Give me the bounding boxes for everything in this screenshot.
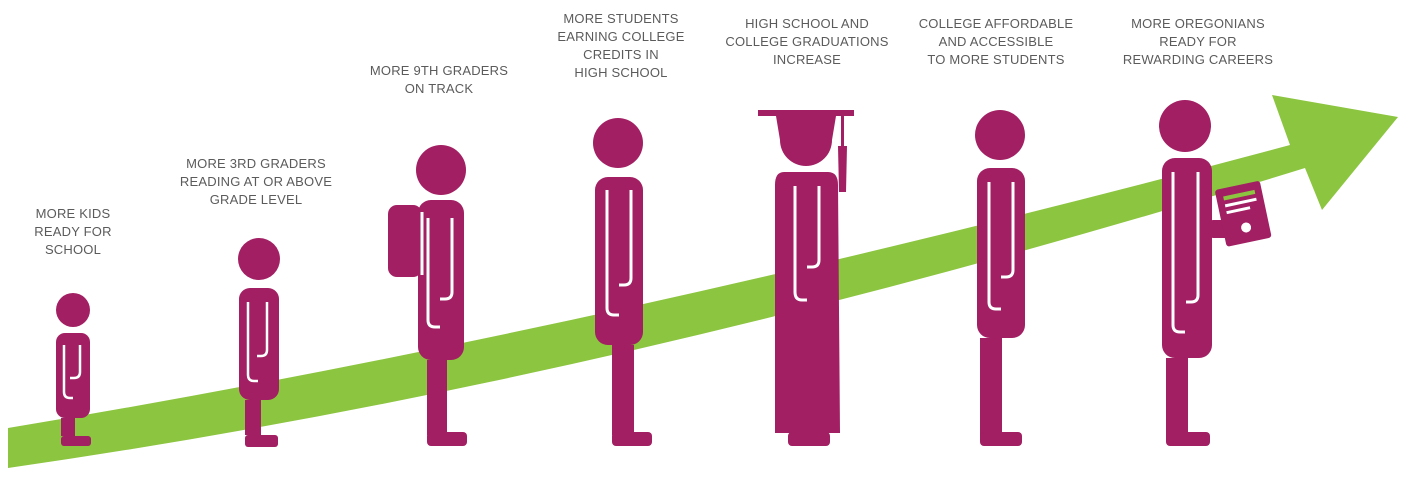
small-child-icon <box>56 293 91 446</box>
teen-student-icon <box>593 118 652 446</box>
caption-line: COLLEGE AFFORDABLE <box>918 16 1074 31</box>
caption-line: MORE 9TH GRADERS <box>369 63 509 78</box>
caption-line: MORE OREGONIANS <box>1131 16 1265 31</box>
caption-line: READING AT OR ABOVE <box>179 174 333 189</box>
caption-line: SCHOOL <box>44 242 102 257</box>
stage-caption-rewarding-careers: MORE OREGONIANS READY FOR REWARDING CARE… <box>1108 15 1288 69</box>
stage-caption-9th-graders: MORE 9TH GRADERS ON TRACK <box>354 62 524 98</box>
stage-caption-kids-ready: MORE KIDS READY FOR SCHOOL <box>18 205 128 259</box>
diploma-icon <box>1215 181 1272 247</box>
stage-caption-college-affordable: COLLEGE AFFORDABLE AND ACCESSIBLE TO MOR… <box>906 15 1086 69</box>
caption-line: CREDITS IN <box>583 47 659 62</box>
caption-line: REWARDING CAREERS <box>1122 52 1274 67</box>
stage-caption-graduations: HIGH SCHOOL AND COLLEGE GRADUATIONS INCR… <box>722 15 892 69</box>
caption-line: READY FOR <box>34 224 112 239</box>
caption-line: GRADE LEVEL <box>209 192 303 207</box>
caption-line: ON TRACK <box>404 81 474 96</box>
caption-line: MORE STUDENTS <box>563 11 679 26</box>
graduate-icon <box>758 110 854 446</box>
caption-line: HIGH SCHOOL AND <box>745 16 869 31</box>
growth-arrow-icon <box>8 95 1398 468</box>
adult-with-diploma-icon <box>1159 100 1272 446</box>
caption-line: MORE 3RD GRADERS <box>186 156 326 171</box>
caption-line: TO MORE STUDENTS <box>927 52 1065 67</box>
caption-line: READY FOR <box>1159 34 1237 49</box>
student-with-backpack-icon <box>388 145 467 446</box>
college-student-icon <box>975 110 1025 446</box>
caption-line: HIGH SCHOOL <box>574 65 668 80</box>
caption-line: MORE KIDS <box>35 206 111 221</box>
stage-caption-3rd-graders: MORE 3RD GRADERS READING AT OR ABOVE GRA… <box>166 155 346 209</box>
stage-caption-college-credits: MORE STUDENTS EARNING COLLEGE CREDITS IN… <box>546 10 696 82</box>
caption-line: COLLEGE GRADUATIONS <box>725 34 889 49</box>
caption-line: INCREASE <box>772 52 842 67</box>
caption-line: EARNING COLLEGE <box>557 29 685 44</box>
caption-line: AND ACCESSIBLE <box>938 34 1054 49</box>
child-icon <box>238 238 280 447</box>
